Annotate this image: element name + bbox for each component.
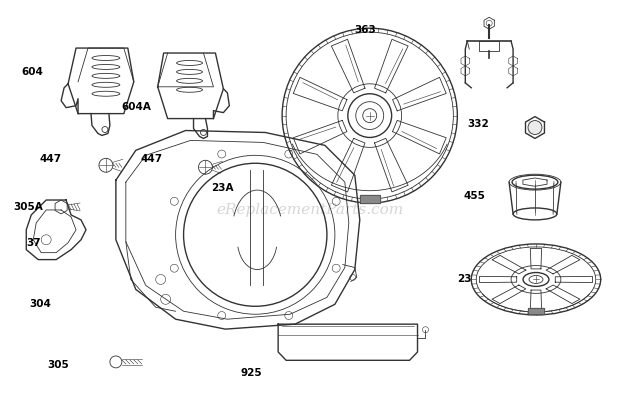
- Text: 447: 447: [40, 154, 62, 164]
- Text: 304: 304: [29, 299, 51, 309]
- Text: 305A: 305A: [14, 202, 43, 211]
- Text: 447: 447: [140, 154, 162, 164]
- Text: 925: 925: [241, 369, 262, 378]
- Text: 604A: 604A: [122, 102, 152, 112]
- Text: 604: 604: [22, 67, 43, 77]
- Text: 23A: 23A: [211, 183, 234, 194]
- Bar: [360, 195, 379, 203]
- Bar: [528, 308, 544, 314]
- Text: 37: 37: [26, 238, 41, 248]
- Text: 305: 305: [48, 360, 69, 370]
- Text: 363: 363: [355, 25, 376, 34]
- Text: eReplacementParts.com: eReplacementParts.com: [216, 203, 404, 217]
- Text: 455: 455: [463, 192, 485, 201]
- Text: 23: 23: [457, 274, 471, 284]
- Text: 332: 332: [467, 119, 489, 129]
